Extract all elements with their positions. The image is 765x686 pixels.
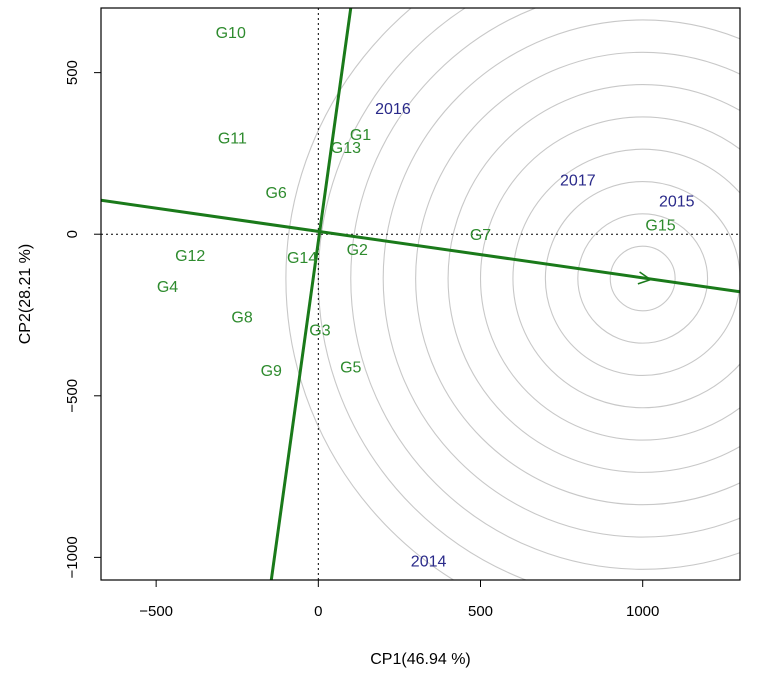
x-axis-title: CP1(46.94 %) bbox=[370, 651, 471, 668]
concentric-circle bbox=[512, 148, 740, 409]
genotype-label: G5 bbox=[340, 360, 361, 377]
environment-label: 2014 bbox=[411, 554, 447, 571]
average-axis-lines bbox=[101, 8, 740, 580]
genotype-label: G15 bbox=[645, 218, 675, 235]
reference-lines bbox=[101, 8, 740, 580]
genotype-label: G1 bbox=[350, 127, 371, 144]
y-axis-title: CP2(28.21 %) bbox=[17, 244, 34, 345]
genotype-label: G4 bbox=[157, 279, 178, 296]
x-tick-label: 0 bbox=[314, 603, 322, 620]
genotype-label: G11 bbox=[218, 130, 247, 147]
concentric-circle bbox=[577, 213, 709, 344]
x-tick-label: 500 bbox=[468, 603, 493, 620]
plot-frame bbox=[100, 7, 741, 581]
concentric-circle bbox=[447, 84, 740, 473]
y-tick-label: −1000 bbox=[64, 536, 81, 578]
concentric-circles bbox=[285, 8, 740, 580]
environment-label: 2016 bbox=[375, 101, 411, 118]
x-axis: −500 0 500 1000 bbox=[139, 580, 659, 620]
genotype-label: G14 bbox=[287, 250, 317, 267]
average-environment-axis bbox=[101, 198, 740, 294]
genotype-label: G7 bbox=[470, 227, 491, 244]
genotype-label: G6 bbox=[265, 185, 286, 202]
y-axis: −1000 −500 0 500 bbox=[64, 60, 101, 578]
genotype-label: G12 bbox=[175, 248, 205, 265]
genotype-label: G2 bbox=[347, 242, 368, 259]
environment-label: 2017 bbox=[560, 172, 596, 189]
y-tick-label: 0 bbox=[64, 230, 81, 238]
ideal-point-arrow bbox=[637, 271, 653, 285]
concentric-circle bbox=[480, 116, 740, 441]
environment-label: 2015 bbox=[659, 193, 695, 210]
y-tick-label: −500 bbox=[64, 379, 81, 413]
genotype-label: G3 bbox=[309, 323, 330, 340]
concentric-circle bbox=[350, 8, 740, 570]
genotype-label: G8 bbox=[231, 310, 252, 327]
x-tick-label: 1000 bbox=[626, 603, 659, 620]
concentric-circle bbox=[382, 19, 740, 538]
perpendicular-axis bbox=[269, 8, 353, 580]
concentric-circle bbox=[544, 181, 740, 376]
genotype-label: G13 bbox=[331, 140, 361, 157]
genotype-label: G10 bbox=[216, 25, 246, 42]
genotype-label: G9 bbox=[261, 363, 282, 380]
concentric-circle bbox=[317, 8, 528, 580]
concentric-circle bbox=[609, 245, 676, 312]
concentric-circle bbox=[285, 8, 455, 580]
y-tick-label: 500 bbox=[64, 60, 81, 85]
point-labels: G1 G2 G3 G4 G5 G6 G7 G8 G9 G10 G11 G12 G13 G14 G15 2014… bbox=[157, 25, 695, 570]
x-tick-label: −500 bbox=[139, 603, 173, 620]
concentric-circle bbox=[415, 51, 740, 506]
